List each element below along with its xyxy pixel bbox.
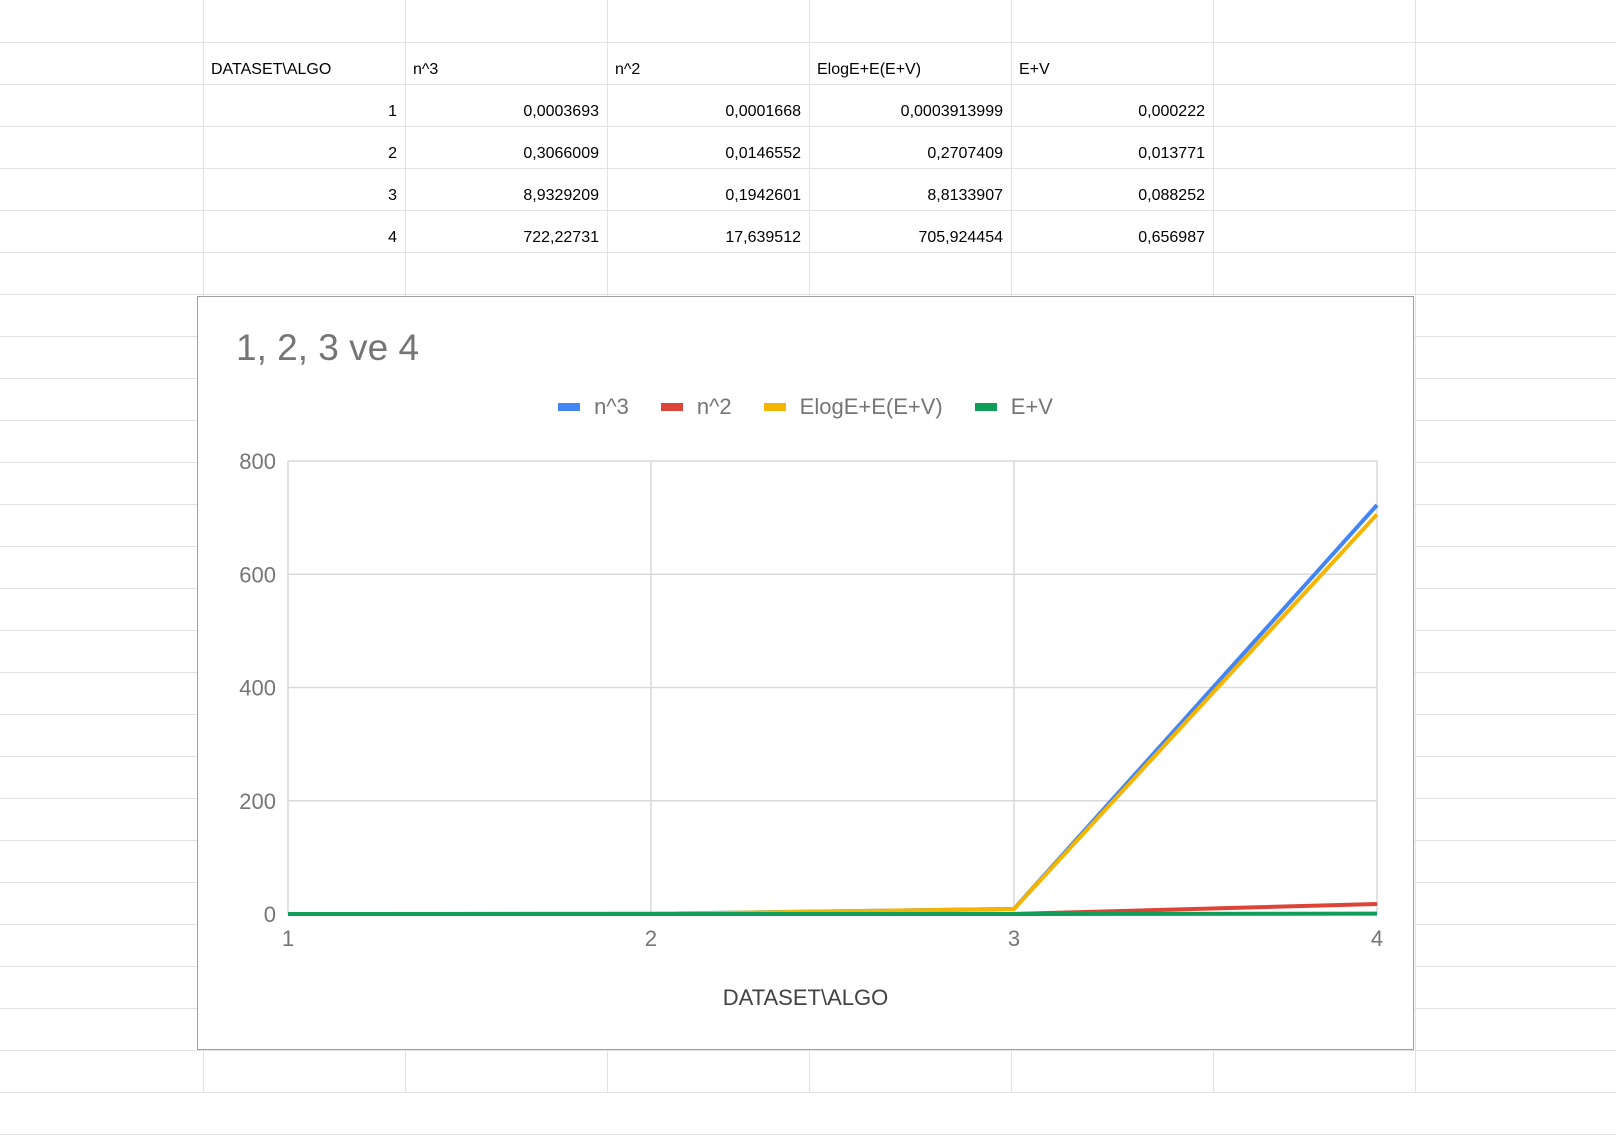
table-cell[interactable]: 0,1942601 <box>607 175 809 217</box>
table-cell[interactable]: 8,9329209 <box>405 175 607 217</box>
table-cell[interactable]: 17,639512 <box>607 217 809 259</box>
header-cell[interactable]: n^2 <box>607 49 809 91</box>
y-tick-label: 400 <box>239 676 276 701</box>
table-cell[interactable]: 3 <box>203 175 405 217</box>
table-cell[interactable]: 8,8133907 <box>809 175 1011 217</box>
x-tick-label: 3 <box>1008 926 1020 951</box>
y-tick-label: 600 <box>239 562 276 587</box>
x-tick-label: 4 <box>1371 926 1383 951</box>
table-cell[interactable]: 705,924454 <box>809 217 1011 259</box>
table-cell[interactable]: 0,0001668 <box>607 91 809 133</box>
header-cell[interactable]: DATASET\ALGO <box>203 49 405 91</box>
row-gridline <box>0 1092 1616 1093</box>
x-tick-label: 1 <box>282 926 294 951</box>
y-tick-label: 200 <box>239 789 276 814</box>
table-cell[interactable]: 0,000222 <box>1011 91 1213 133</box>
column-gridline <box>1415 0 1416 1092</box>
series-line <box>288 505 1377 914</box>
table-cell[interactable]: 0,0146552 <box>607 133 809 175</box>
header-cell[interactable]: n^3 <box>405 49 607 91</box>
table-cell[interactable]: 0,2707409 <box>809 133 1011 175</box>
header-cell[interactable]: E+V <box>1011 49 1213 91</box>
y-tick-label: 0 <box>264 902 276 927</box>
row-gridline <box>0 1050 1616 1051</box>
table-cell[interactable]: 0,088252 <box>1011 175 1213 217</box>
header-cell[interactable]: ElogE+E(E+V) <box>809 49 1011 91</box>
table-cell[interactable]: 722,22731 <box>405 217 607 259</box>
plot-area: 800 600 400 200 01 2 3 4 <box>198 297 1413 1049</box>
table-cell[interactable]: 4 <box>203 217 405 259</box>
row-gridline <box>0 42 1616 43</box>
y-tick-label: 800 <box>239 449 276 474</box>
row-gridline <box>0 294 1616 295</box>
x-tick-label: 2 <box>645 926 657 951</box>
table-cell[interactable]: 0,0003913999 <box>809 91 1011 133</box>
x-axis-title: DATASET\ALGO <box>198 985 1413 1011</box>
table-cell[interactable]: 1 <box>203 91 405 133</box>
table-cell[interactable]: 2 <box>203 133 405 175</box>
table-cell[interactable]: 0,0003693 <box>405 91 607 133</box>
table-cell[interactable]: 0,3066009 <box>405 133 607 175</box>
table-cell[interactable]: 0,656987 <box>1011 217 1213 259</box>
table-cell[interactable]: 0,013771 <box>1011 133 1213 175</box>
